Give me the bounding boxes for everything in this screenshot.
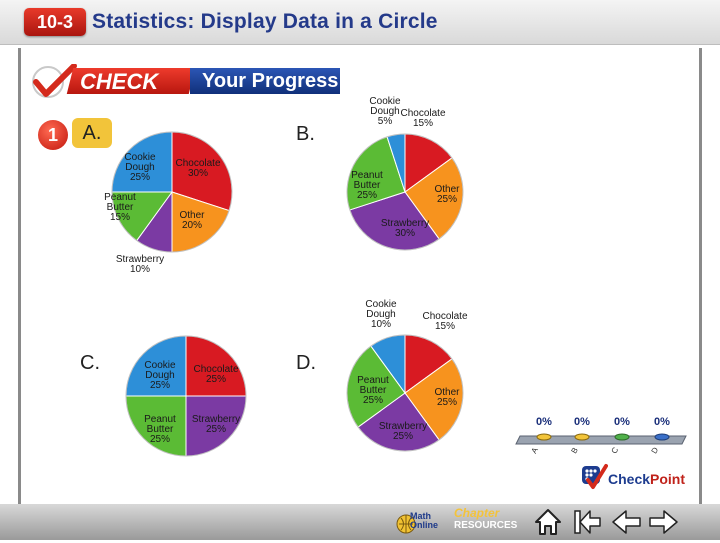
- pie-chart-option-d[interactable]: Chocolate 15% Other 25% Strawberry 25% Peanut B…: [335, 295, 475, 460]
- response-poll: 0% 0% 0% 0% A B C D: [514, 416, 690, 462]
- lesson-number-badge: 10-3: [24, 8, 86, 36]
- checkpoint-logo: CheckPoint: [578, 462, 698, 492]
- pie-label-c-chocolate: Chocolate 25%: [193, 364, 238, 385]
- home-icon: [535, 509, 561, 535]
- pie-slice-d-peanut-butter: [346, 345, 406, 428]
- pie-label-a-cookie-dough: Cookie Dough 25%: [124, 152, 156, 183]
- poll-pad-b[interactable]: [574, 433, 590, 441]
- poll-percent-c: 0%: [614, 416, 630, 428]
- pie-slice-d-strawberry: [357, 392, 440, 452]
- pie-label-a-chocolate: Chocolate 30%: [175, 158, 220, 179]
- content-frame: [18, 48, 702, 528]
- pie-slice-b-strawberry: [349, 191, 440, 251]
- pie-rim-b: [346, 133, 464, 251]
- previous-slide-icon: [612, 510, 641, 534]
- next-slide-button[interactable]: [648, 506, 680, 538]
- checkpoint-icon: [582, 464, 608, 489]
- pie-rim-c: [125, 335, 247, 457]
- pie-label-d-peanut-butter: Peanut Butter 25%: [357, 375, 389, 406]
- pie-label-d-chocolate: Chocolate 15%: [422, 311, 467, 332]
- math-online-button[interactable]: Math Online: [396, 508, 448, 536]
- pie-slice-c-peanut-butter: [125, 395, 187, 457]
- poll-percent-b: 0%: [574, 416, 590, 428]
- poll-percent-d: 0%: [654, 416, 670, 428]
- next-slide-icon: [649, 510, 678, 534]
- pie-label-c-peanut-butter: Peanut Butter 25%: [144, 414, 176, 445]
- pie-label-c-cookie-dough: Cookie Dough 25%: [144, 360, 176, 391]
- pie-label-d-other: Other 25%: [434, 387, 460, 408]
- your-progress-text: Your Progress: [202, 70, 339, 92]
- question-number-badge: 1: [38, 120, 68, 150]
- pie-slice-a-peanut-butter: [111, 191, 173, 242]
- pie-slice-c-strawberry: [185, 395, 247, 457]
- pie-label-b-chocolate: Chocolate 15%: [400, 108, 445, 129]
- pie-slice-a-chocolate: [171, 131, 233, 212]
- check-your-progress-banner: CHECK Your Progress: [30, 64, 340, 98]
- pie-chart-option-a[interactable]: Chocolate 30% Other 20% Strawberry 10% Peanut B…: [100, 130, 250, 280]
- pie-slice-c-chocolate: [185, 335, 247, 397]
- poll-pad-d[interactable]: [654, 433, 670, 441]
- pie-slice-d-other: [404, 358, 464, 441]
- option-a-label[interactable]: A.: [72, 118, 112, 148]
- poll-tray: [515, 433, 687, 445]
- pie-label-c-strawberry: Strawberry 25%: [192, 414, 240, 435]
- pie-label-b-strawberry: Strawberry 30%: [381, 218, 429, 239]
- option-b-label[interactable]: B.: [296, 123, 315, 145]
- pie-slice-d-cookie-dough: [370, 334, 406, 395]
- chapter-resources-button[interactable]: Chapter RESOURCES: [454, 506, 524, 536]
- pie-label-b-other: Other 25%: [434, 184, 460, 205]
- pie-label-a-other: Other 20%: [179, 210, 205, 231]
- previous-slide-button[interactable]: [610, 506, 642, 538]
- pie-chart-option-c[interactable]: Chocolate 25% Strawberry 25% Peanut Butter 25%…: [120, 330, 260, 470]
- first-slide-button[interactable]: [572, 506, 604, 538]
- check-word: CHECK: [80, 69, 159, 94]
- globe-icon: [396, 514, 416, 534]
- pie-slice-b-cookie-dough: [386, 133, 406, 193]
- pie-chart-option-b[interactable]: Chocolate 15% Other 25%Strawberry 30% Peanut B…: [335, 92, 475, 262]
- poll-pad-c[interactable]: [614, 433, 630, 441]
- pie-slice-b-chocolate: [404, 133, 453, 193]
- pie-slice-b-peanut-butter: [346, 136, 406, 211]
- pie-rim-d: [346, 334, 464, 452]
- option-d-label[interactable]: D.: [296, 352, 316, 374]
- pie-label-d-cookie-dough: Cookie Dough 10%: [365, 299, 397, 330]
- pie-label-a-peanut-butter: Peanut Butter 15%: [104, 192, 136, 223]
- pie-slice-d-chocolate: [404, 334, 453, 394]
- pie-label-b-peanut-butter: Peanut Butter 25%: [351, 170, 383, 201]
- poll-pad-a[interactable]: [536, 433, 552, 441]
- pie-label-a-strawberry: Strawberry 10%: [116, 254, 164, 275]
- option-c-label[interactable]: C.: [80, 352, 100, 374]
- pie-slice-b-other: [404, 157, 464, 240]
- pie-label-d-strawberry: Strawberry 25%: [379, 421, 427, 442]
- check-banner-blue: [190, 68, 340, 94]
- first-slide-icon: [574, 510, 601, 534]
- home-button[interactable]: [532, 506, 564, 538]
- math-online-text-1: Math: [410, 511, 431, 521]
- resources-text: RESOURCES: [454, 520, 518, 531]
- header-bar: 10-3 Statistics: Display Data in a Circl…: [0, 0, 720, 45]
- pie-rim-a: [111, 131, 233, 253]
- math-online-text-2: Online: [410, 520, 439, 530]
- lesson-title: Statistics: Display Data in a Circle: [92, 10, 438, 33]
- pie-slice-c-cookie-dough: [125, 335, 187, 397]
- checkpoint-text: CheckPoint: [608, 471, 685, 487]
- checkpoint-text-point: Point: [650, 471, 686, 487]
- pie-slice-a-cookie-dough: [111, 131, 173, 193]
- pie-slice-a-other: [171, 191, 230, 253]
- chapter-text: Chapter: [454, 506, 500, 520]
- checkmark-icon: [32, 64, 77, 98]
- poll-percent-a: 0%: [536, 416, 552, 428]
- pie-label-b-cookie-dough: Cookie Dough 5%: [369, 96, 401, 127]
- checkpoint-text-check: Check: [608, 471, 651, 487]
